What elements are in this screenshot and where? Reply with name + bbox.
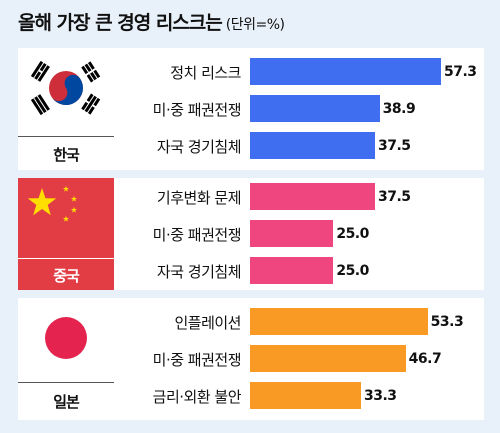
korea-flag-icon [30, 60, 101, 116]
title-text: 올해 가장 큰 경영 리스크는 [18, 12, 223, 34]
country-label-japan: 일본 [53, 393, 80, 411]
bar-china [250, 220, 334, 247]
bar-japan [250, 308, 428, 335]
bar-korea [250, 132, 375, 159]
flag-divider [18, 382, 114, 383]
category-label: 정치 리스크 [170, 64, 241, 82]
category-label: 금리·외환 불안 [152, 388, 242, 406]
value-label: 33.3 [364, 388, 397, 404]
bar-china [250, 257, 334, 284]
china-flag-icon [27, 185, 78, 222]
value-label: 38.9 [382, 101, 416, 117]
value-label: 57.3 [444, 64, 477, 80]
bar-korea [250, 95, 380, 122]
value-label: 25.0 [336, 263, 369, 279]
flag-divider [18, 136, 114, 137]
unit-label: (단위=%) [225, 17, 285, 33]
country-label-korea: 한국 [53, 146, 80, 164]
value-label: 53.3 [430, 314, 464, 330]
bar-china [250, 183, 375, 210]
category-label: 미·중 패권전쟁 [152, 351, 242, 369]
category-label: 자국 경기침체 [156, 138, 242, 156]
value-label: 37.5 [378, 189, 411, 205]
bar-korea [250, 58, 441, 85]
bar-japan [250, 382, 361, 409]
category-label: 자국 경기침체 [156, 263, 242, 281]
japan-flag-box: 일본 [18, 298, 114, 420]
chart-title: 올해 가장 큰 경영 리스크는 (단위=%) [18, 8, 285, 35]
japan-flag-icon [45, 317, 87, 359]
category-label: 미·중 패권전쟁 [152, 226, 242, 244]
value-label: 37.5 [378, 138, 411, 154]
category-label: 기후변화 문제 [156, 189, 242, 207]
country-label-china: 중국 [53, 267, 80, 285]
korea-flag-box: 한국 [18, 48, 114, 170]
china-flag-box: 중국 [18, 178, 114, 290]
value-label: 25.0 [336, 226, 369, 242]
category-label: 미·중 패권전쟁 [152, 101, 242, 119]
bar-japan [250, 345, 406, 372]
category-label: 인플레이션 [174, 314, 241, 332]
value-label: 46.7 [408, 351, 442, 367]
flag-divider [18, 258, 114, 259]
